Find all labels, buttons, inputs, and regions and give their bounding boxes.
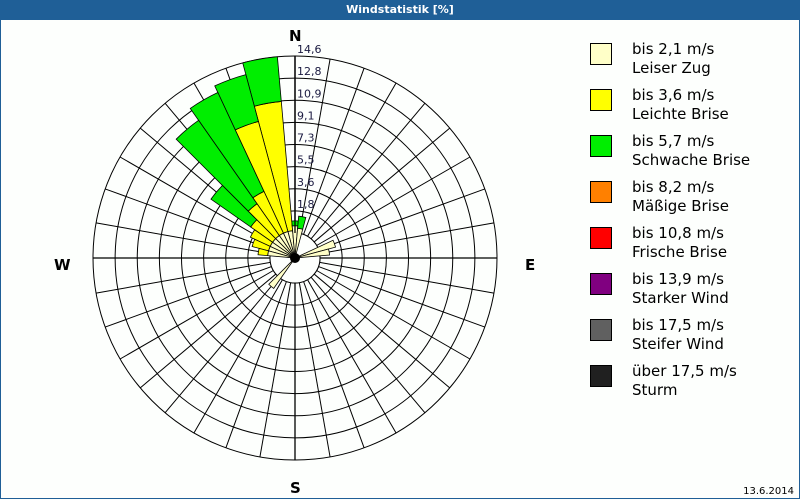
- legend-swatch: [590, 89, 612, 111]
- legend-swatch: [590, 273, 612, 295]
- legend-name: Mäßige Brise: [632, 197, 729, 215]
- legend-item: bis 5,7 m/s Schwache Brise: [590, 132, 790, 178]
- legend-name: Frische Brise: [632, 243, 728, 261]
- legend-swatch: [590, 43, 612, 65]
- svg-text:14,6: 14,6: [297, 43, 322, 56]
- svg-text:9,1: 9,1: [297, 109, 315, 122]
- legend-speed: bis 8,2 m/s: [632, 178, 715, 196]
- legend-name: Leiser Zug: [632, 59, 711, 77]
- svg-text:1,8: 1,8: [297, 198, 315, 211]
- svg-text:3,6: 3,6: [297, 176, 315, 189]
- svg-text:10,9: 10,9: [297, 87, 322, 100]
- legend-speed: bis 10,8 m/s: [632, 224, 724, 242]
- date-label: 13.6.2014: [743, 486, 794, 497]
- legend-swatch: [590, 319, 612, 341]
- legend-item: bis 17,5 m/s Steifer Wind: [590, 316, 790, 362]
- legend-speed: bis 3,6 m/s: [632, 86, 715, 104]
- compass-south-label: S: [290, 479, 301, 497]
- legend-item: bis 13,9 m/s Starker Wind: [590, 270, 790, 316]
- legend-speed: über 17,5 m/s: [632, 362, 737, 380]
- legend-speed: bis 13,9 m/s: [632, 270, 724, 288]
- legend-name: Steifer Wind: [632, 335, 724, 353]
- legend-swatch: [590, 365, 612, 387]
- legend-speed: bis 17,5 m/s: [632, 316, 724, 334]
- legend-item: bis 8,2 m/s Mäßige Brise: [590, 178, 790, 224]
- compass-north-label: N: [289, 27, 302, 45]
- compass-west-label: W: [54, 256, 71, 274]
- legend-item: über 17,5 m/s Sturm: [590, 362, 790, 408]
- legend-name: Schwache Brise: [632, 151, 751, 169]
- legend-item: bis 3,6 m/s Leichte Brise: [590, 86, 790, 132]
- wind-rose-chart: 1,8 3,6 5,5 7,3 9,1 10,9 12,8 14,6: [92, 43, 498, 461]
- legend-swatch: [590, 227, 612, 249]
- legend-name: Starker Wind: [632, 289, 729, 307]
- svg-text:5,5: 5,5: [297, 154, 315, 167]
- legend-speed: bis 2,1 m/s: [632, 40, 715, 58]
- svg-text:12,8: 12,8: [297, 65, 322, 78]
- compass-east-label: E: [525, 256, 536, 274]
- legend-swatch: [590, 135, 612, 157]
- legend-name: Sturm: [632, 381, 678, 399]
- window-title: Windstatistik [%]: [0, 0, 800, 20]
- svg-text:7,3: 7,3: [297, 132, 315, 145]
- legend-speed: bis 5,7 m/s: [632, 132, 715, 150]
- legend-item: bis 2,1 m/s Leiser Zug: [590, 40, 790, 86]
- legend-item: bis 10,8 m/s Frische Brise: [590, 224, 790, 270]
- legend-swatch: [590, 181, 612, 203]
- legend: bis 2,1 m/s Leiser Zug bis 3,6 m/s Leichte…: [590, 40, 790, 408]
- legend-name: Leichte Brise: [632, 105, 729, 123]
